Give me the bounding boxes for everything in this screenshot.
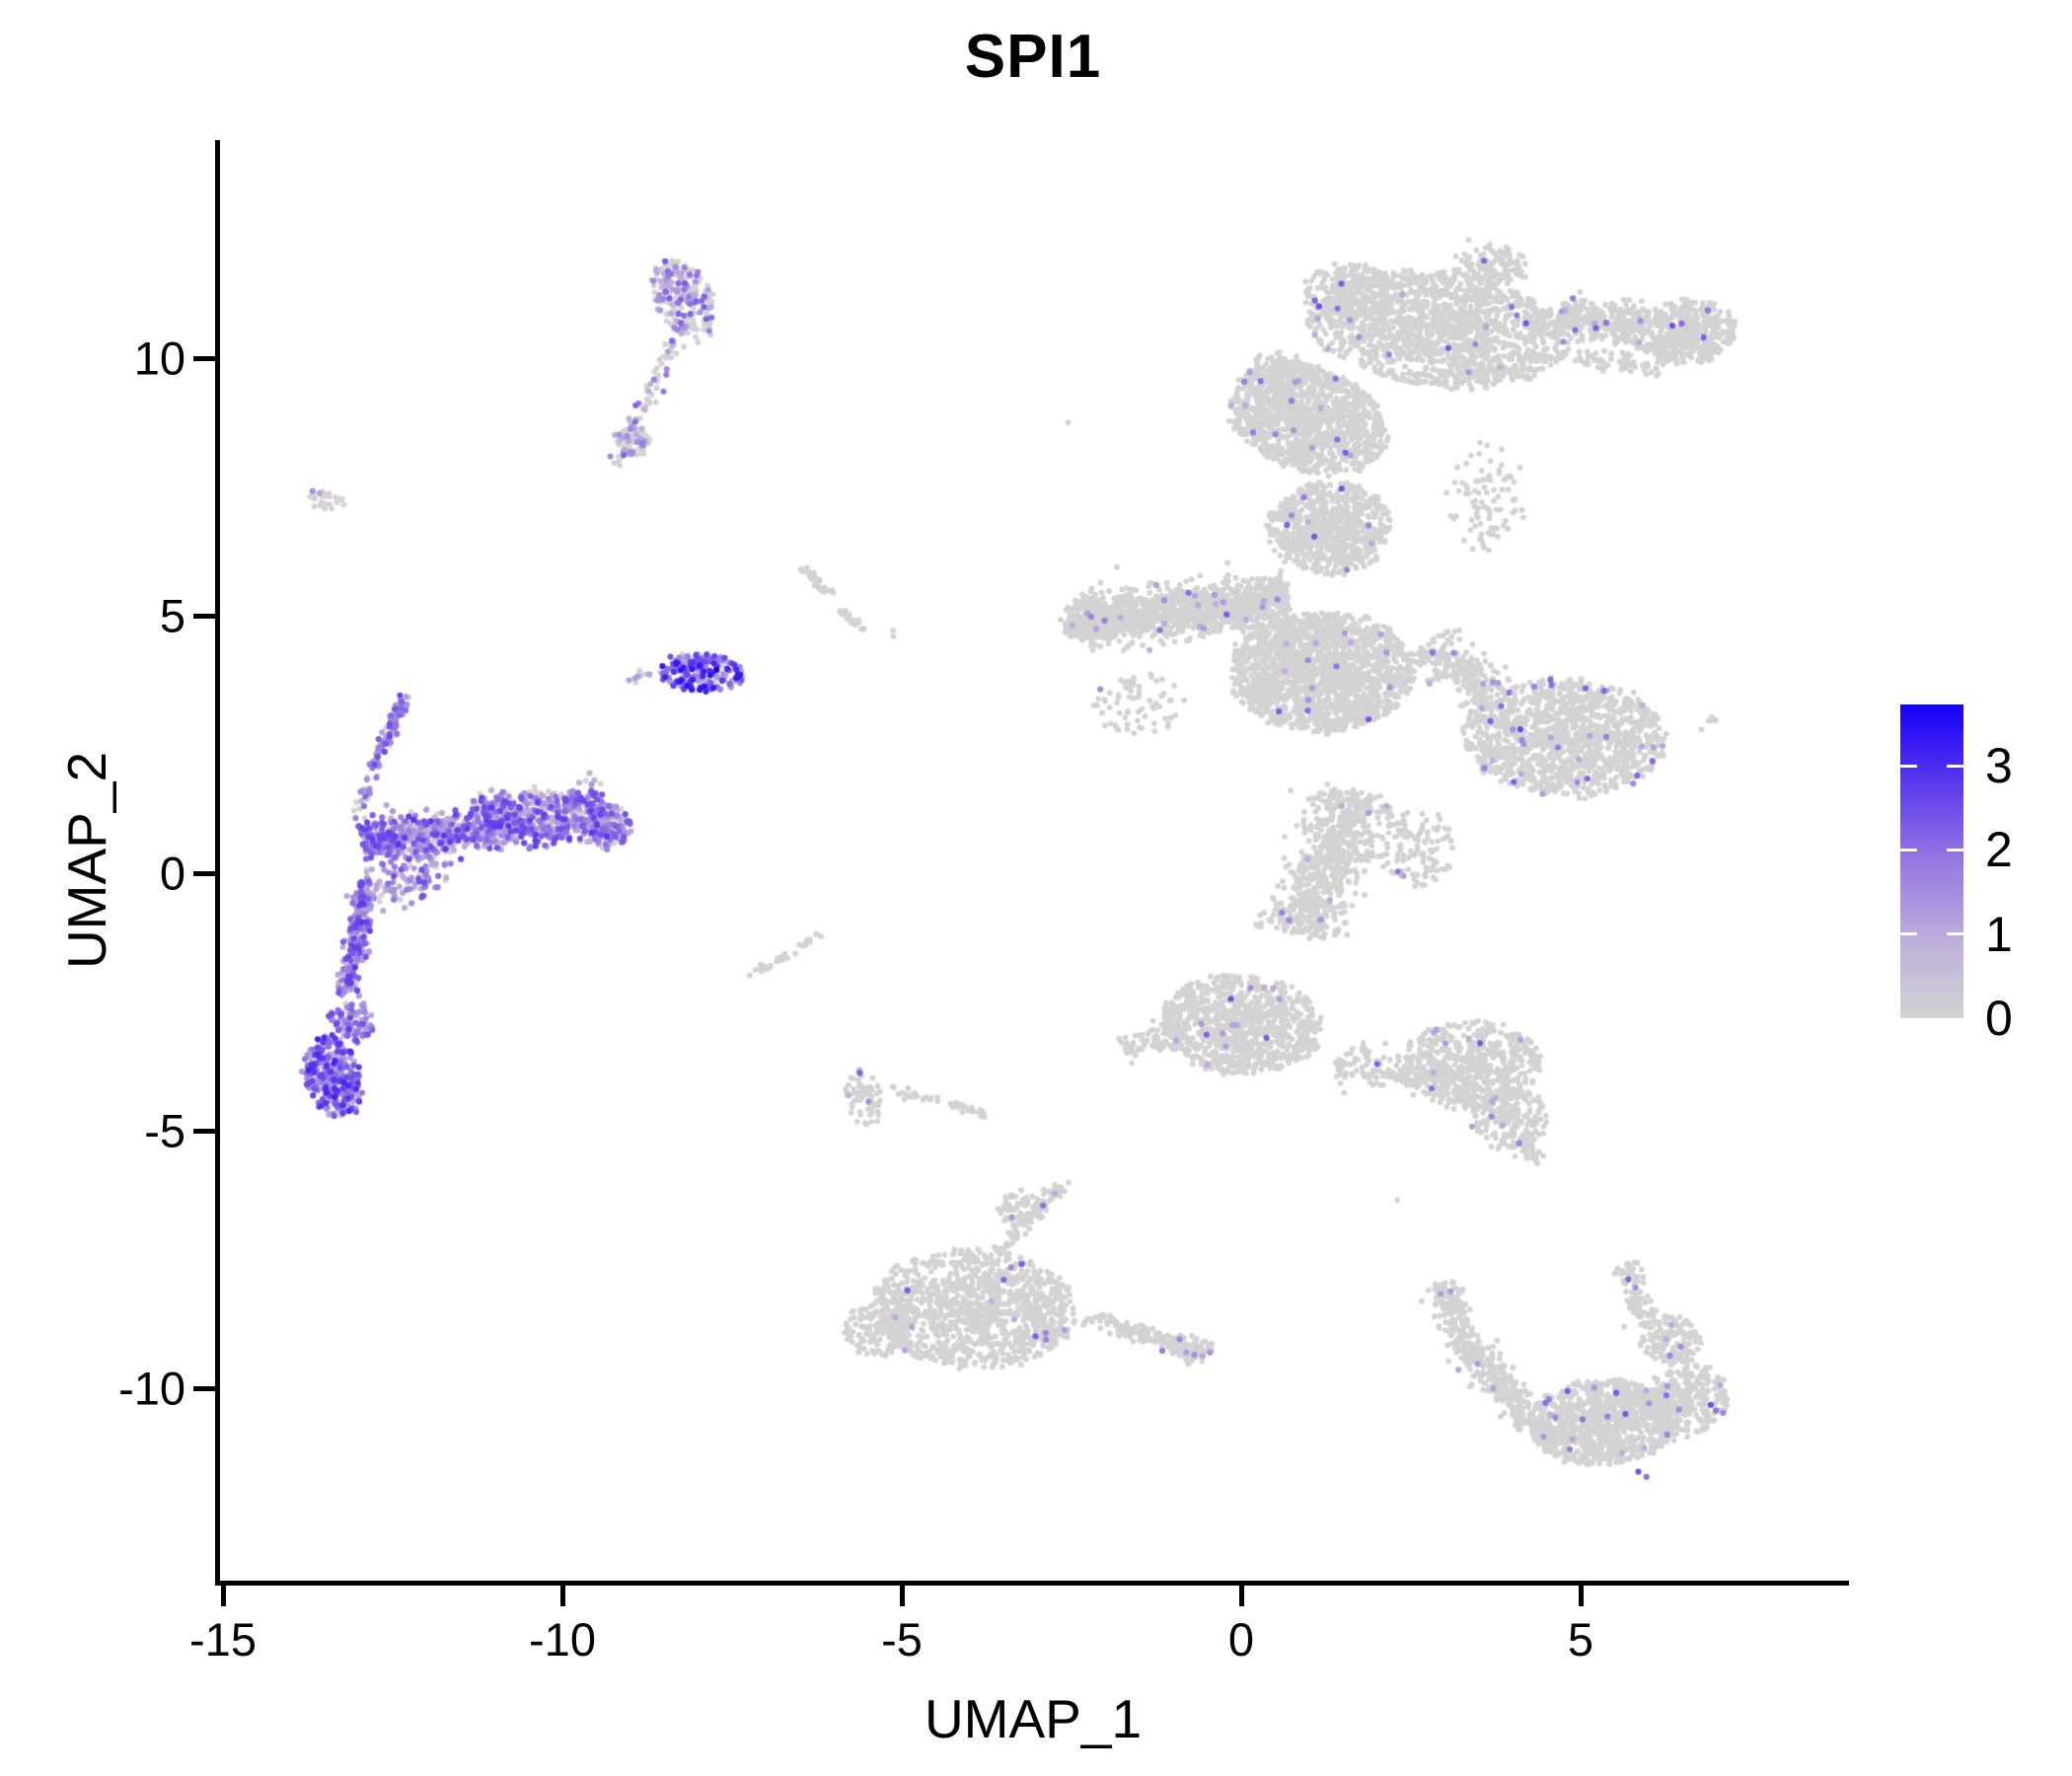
x-tick-mark--10 — [560, 1584, 565, 1606]
colorbar-label-3: 3 — [1985, 738, 2013, 794]
x-tick-mark--5 — [900, 1584, 905, 1606]
colorbar-label-1: 1 — [1985, 906, 2013, 962]
x-axis-line — [215, 1581, 1849, 1586]
x-axis-title: UMAP_1 — [924, 1688, 1143, 1749]
y-tick-mark-5 — [193, 614, 216, 619]
x-tick-mark-0 — [1239, 1584, 1244, 1606]
y-axis-title: UMAP_2 — [56, 751, 117, 970]
y-tick-mark-0 — [193, 871, 216, 876]
colorbar-tick-1-right — [1947, 932, 1963, 936]
y-tick-mark-10 — [193, 356, 216, 361]
colorbar-gradient — [1900, 704, 1963, 1018]
y-axis-line — [215, 140, 220, 1586]
x-tick-mark-5 — [1579, 1584, 1584, 1606]
colorbar-tick-3-right — [1947, 764, 1963, 768]
y-tick-mark--5 — [193, 1129, 216, 1134]
y-tick-mark--10 — [193, 1386, 216, 1391]
y-tick-label-5: 5 — [159, 589, 185, 642]
x-tick-label-5: 5 — [1567, 1613, 1594, 1665]
x-tick-label--15: -15 — [189, 1613, 257, 1665]
x-tick-label--5: -5 — [881, 1613, 923, 1665]
plot-title: SPI1 — [964, 23, 1102, 91]
colorbar-tick-3-left — [1900, 764, 1917, 768]
x-tick-label-0: 0 — [1227, 1613, 1255, 1665]
colorbar-tick-1-left — [1900, 932, 1917, 936]
colorbar-label-0: 0 — [1985, 991, 2013, 1046]
y-tick-label-10: 10 — [133, 332, 185, 385]
x-tick-mark--15 — [221, 1584, 226, 1606]
colorbar-tick-2-left — [1900, 848, 1917, 851]
x-tick-label--10: -10 — [529, 1613, 596, 1665]
colorbar-label-2: 2 — [1985, 822, 2013, 878]
y-tick-label--5: -5 — [144, 1104, 185, 1157]
y-tick-label-0: 0 — [159, 847, 185, 900]
y-tick-label--10: -10 — [118, 1362, 185, 1415]
colorbar-tick-2-right — [1947, 848, 1963, 851]
